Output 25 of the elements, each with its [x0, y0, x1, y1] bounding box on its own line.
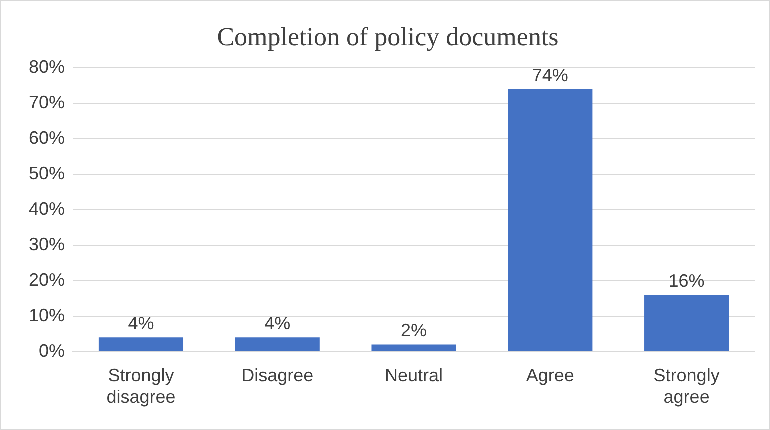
x-tick-label: Neutral — [385, 366, 444, 386]
chart-title: Completion of policy documents — [217, 22, 559, 52]
data-label: 16% — [668, 271, 705, 292]
bar — [98, 338, 184, 352]
x-tick-label: Strongly disagree — [106, 366, 176, 408]
y-tick-label: 20% — [28, 270, 66, 290]
y-tick-label: 80% — [28, 57, 66, 78]
y-tick-label: 50% — [28, 164, 66, 184]
y-tick-label: 30% — [28, 234, 66, 254]
data-label: 2% — [401, 320, 428, 341]
data-label: 4% — [264, 314, 291, 334]
bar — [508, 89, 593, 352]
y-tick-label: 10% — [28, 305, 66, 326]
bar — [235, 338, 320, 352]
y-tick-label: 70% — [28, 92, 66, 113]
data-label: 74% — [532, 65, 568, 86]
y-tick-label: 40% — [28, 198, 66, 219]
x-tick-label: Agree — [526, 366, 574, 386]
y-tick-label: 60% — [28, 128, 66, 148]
x-tick-label: Disagree — [242, 366, 314, 386]
data-label: 4% — [128, 314, 154, 334]
y-tick-label: 0% — [39, 340, 66, 361]
bar — [372, 344, 456, 352]
bar — [644, 295, 730, 352]
x-tick-label: Strongly agree — [654, 366, 720, 408]
